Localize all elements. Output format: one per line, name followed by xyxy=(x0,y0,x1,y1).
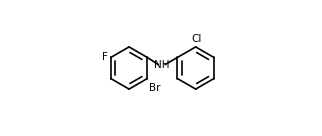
Text: Cl: Cl xyxy=(191,33,202,44)
Text: Br: Br xyxy=(149,83,160,93)
Text: NH: NH xyxy=(154,60,169,70)
Text: F: F xyxy=(101,52,107,62)
